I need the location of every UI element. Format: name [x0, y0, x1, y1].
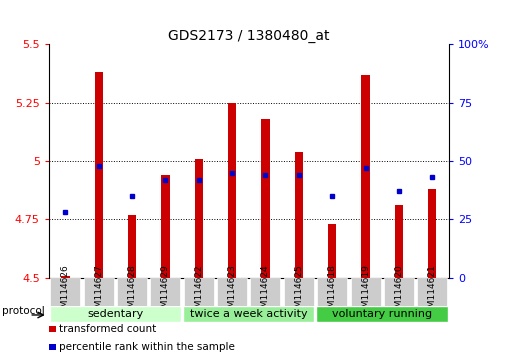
Bar: [161, 175, 170, 278]
FancyBboxPatch shape: [50, 279, 81, 306]
FancyBboxPatch shape: [417, 279, 447, 306]
Bar: [194, 159, 203, 278]
Text: GSM114628: GSM114628: [128, 265, 136, 319]
Text: GSM114618: GSM114618: [328, 264, 337, 320]
FancyBboxPatch shape: [350, 279, 381, 306]
Text: protocol: protocol: [3, 306, 45, 316]
FancyBboxPatch shape: [183, 306, 314, 322]
Bar: [61, 275, 70, 278]
Text: GSM114626: GSM114626: [61, 265, 70, 319]
Text: GSM114619: GSM114619: [361, 264, 370, 320]
Text: twice a week activity: twice a week activity: [190, 309, 308, 319]
Text: percentile rank within the sample: percentile rank within the sample: [59, 342, 235, 352]
FancyBboxPatch shape: [217, 279, 247, 306]
Text: GSM114621: GSM114621: [428, 265, 437, 319]
Bar: [428, 189, 437, 278]
FancyBboxPatch shape: [250, 279, 281, 306]
Text: GSM114625: GSM114625: [294, 265, 303, 319]
FancyBboxPatch shape: [384, 279, 414, 306]
Bar: [294, 152, 303, 278]
FancyBboxPatch shape: [117, 279, 147, 306]
Text: GSM114627: GSM114627: [94, 265, 103, 319]
Text: transformed count: transformed count: [59, 324, 156, 334]
FancyBboxPatch shape: [184, 279, 214, 306]
Bar: [94, 72, 103, 278]
FancyBboxPatch shape: [50, 306, 181, 322]
FancyBboxPatch shape: [150, 279, 181, 306]
FancyBboxPatch shape: [317, 279, 347, 306]
Text: GSM114620: GSM114620: [394, 265, 403, 319]
Bar: [394, 205, 403, 278]
Text: voluntary running: voluntary running: [332, 309, 432, 319]
FancyBboxPatch shape: [84, 279, 114, 306]
Text: GSM114622: GSM114622: [194, 265, 203, 319]
Bar: [228, 103, 236, 278]
Bar: [361, 75, 370, 278]
Bar: [128, 215, 136, 278]
Text: GSM114623: GSM114623: [228, 265, 236, 319]
FancyBboxPatch shape: [317, 306, 448, 322]
Title: GDS2173 / 1380480_at: GDS2173 / 1380480_at: [168, 29, 329, 43]
Bar: [261, 119, 270, 278]
Bar: [49, 344, 56, 350]
Text: sedentary: sedentary: [87, 309, 144, 319]
Text: GSM114624: GSM114624: [261, 265, 270, 319]
Bar: [49, 326, 56, 332]
FancyBboxPatch shape: [284, 279, 314, 306]
Text: GSM114629: GSM114629: [161, 265, 170, 319]
Bar: [328, 224, 337, 278]
